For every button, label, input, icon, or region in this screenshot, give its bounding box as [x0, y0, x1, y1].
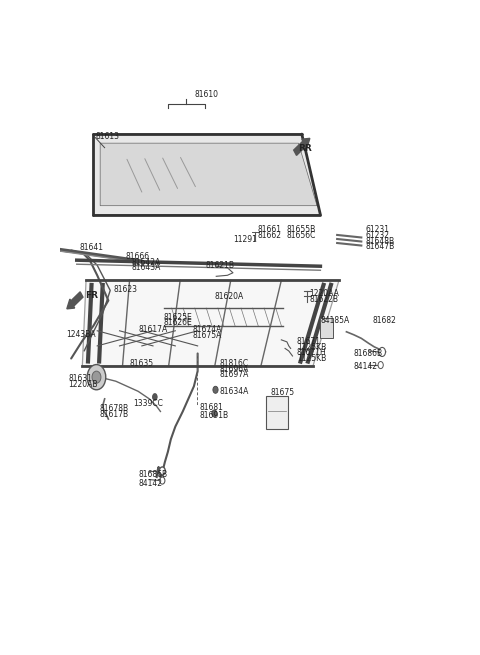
Text: 81622B: 81622B [309, 295, 338, 304]
Text: RR: RR [298, 143, 312, 153]
Text: 84142: 84142 [139, 479, 163, 487]
Text: 81674A: 81674A [192, 326, 221, 334]
FancyArrow shape [294, 138, 310, 155]
Text: 81697A: 81697A [220, 370, 249, 379]
Text: 81686B: 81686B [354, 349, 383, 358]
Text: 81643A: 81643A [132, 263, 161, 272]
Text: 1220AB: 1220AB [68, 380, 98, 388]
Text: 61232: 61232 [365, 231, 389, 240]
Text: 81671: 81671 [297, 337, 321, 346]
Polygon shape [94, 134, 321, 215]
Text: 81678B: 81678B [99, 404, 128, 413]
Text: 81655B: 81655B [286, 225, 315, 234]
Circle shape [159, 467, 165, 475]
Text: 81617A: 81617A [138, 326, 168, 334]
Text: 81681: 81681 [200, 403, 223, 412]
Text: 81661: 81661 [257, 225, 281, 234]
Text: 61231: 61231 [365, 225, 389, 234]
Circle shape [92, 371, 101, 383]
Text: 11291: 11291 [233, 236, 257, 244]
Text: 81617B: 81617B [99, 410, 128, 419]
Text: 1220AA: 1220AA [309, 290, 339, 299]
Text: 1125KB: 1125KB [297, 354, 326, 363]
Text: FR: FR [85, 291, 98, 300]
Text: 81620A: 81620A [215, 292, 244, 301]
Text: 81635: 81635 [130, 358, 154, 367]
Text: 81642A: 81642A [132, 257, 161, 267]
Circle shape [212, 410, 217, 417]
Text: 81666: 81666 [125, 252, 149, 261]
Text: 81648B: 81648B [365, 236, 394, 246]
FancyArrow shape [67, 291, 83, 309]
Circle shape [378, 362, 383, 369]
Text: 1243BA: 1243BA [67, 330, 96, 339]
Text: 81631: 81631 [68, 374, 92, 383]
Polygon shape [83, 280, 339, 366]
Text: 81696A: 81696A [220, 365, 249, 373]
Circle shape [87, 365, 106, 390]
Circle shape [379, 347, 385, 356]
Circle shape [153, 394, 157, 400]
Text: 81691B: 81691B [200, 411, 228, 419]
Text: 84185A: 84185A [321, 316, 349, 325]
Text: 81641: 81641 [80, 243, 104, 252]
Text: 81656C: 81656C [286, 231, 315, 240]
Circle shape [153, 394, 157, 399]
Text: 81816C: 81816C [220, 359, 249, 368]
Text: 81675: 81675 [270, 388, 294, 397]
Text: 1339CC: 1339CC [133, 399, 164, 408]
Bar [321, 318, 334, 339]
Text: 81626E: 81626E [163, 318, 192, 328]
Text: 81634A: 81634A [220, 387, 249, 396]
Circle shape [213, 386, 218, 393]
Text: 81675A: 81675A [192, 331, 221, 340]
Text: 81647B: 81647B [365, 242, 394, 251]
Polygon shape [100, 143, 317, 206]
Text: 81682: 81682 [372, 316, 396, 325]
Text: 81625E: 81625E [163, 312, 192, 322]
Text: 81671H: 81671H [297, 348, 327, 358]
Text: 81662: 81662 [257, 231, 281, 240]
Circle shape [160, 477, 165, 484]
Text: 1125KB: 1125KB [297, 343, 326, 352]
Text: 81621B: 81621B [205, 261, 234, 270]
Text: 84142: 84142 [354, 362, 378, 371]
Text: 81610: 81610 [195, 90, 219, 99]
Bar [266, 396, 288, 429]
Text: 81623: 81623 [114, 285, 138, 294]
Text: 81613: 81613 [96, 132, 120, 141]
Text: 81686B: 81686B [139, 470, 168, 479]
